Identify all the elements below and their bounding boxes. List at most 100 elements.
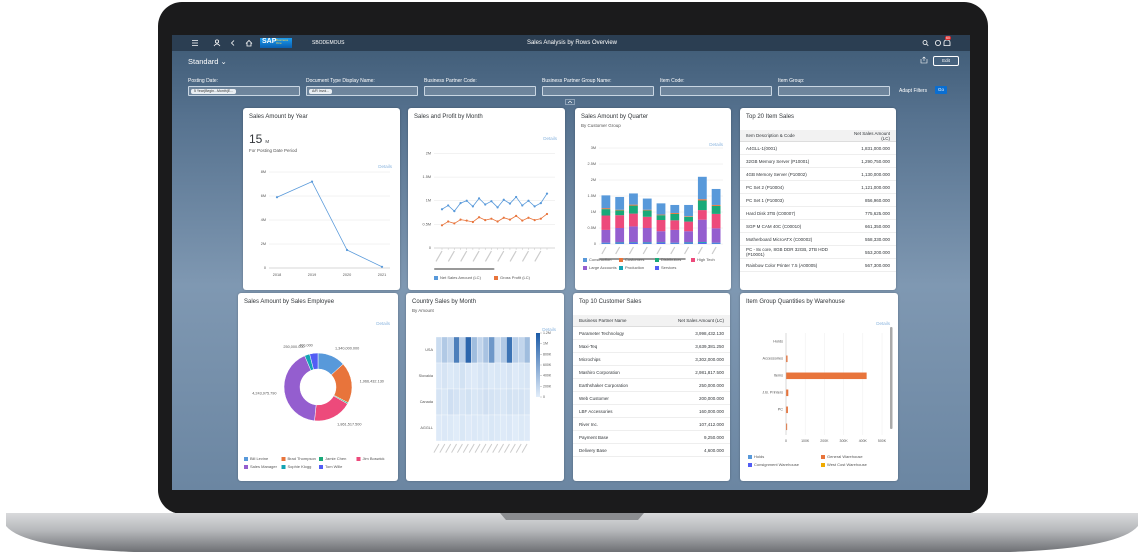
y-tick-label: 0.5M (588, 226, 596, 230)
legend-label: West Cost Warehouse (827, 462, 868, 467)
card[interactable]: Top 20 Item Sales Item Description & Code… (740, 108, 896, 290)
table-row[interactable]: Hard Disk 3TB (C00007) 775,625.000 (740, 206, 896, 220)
bar-segment (684, 243, 693, 244)
table-row[interactable]: PC Set 1 (P10003) 856,960.000 (740, 193, 896, 207)
bar-segment (629, 226, 638, 243)
bar-segment (711, 205, 721, 214)
x-label-stub (521, 443, 528, 453)
filter-token[interactable]: A/R Invoi... (309, 88, 333, 94)
table-row[interactable]: PC Set 2 (P10004) 1,121,000.000 (740, 180, 896, 194)
details-link[interactable]: Details (542, 327, 556, 332)
data-label: 400,000 (299, 343, 313, 347)
bar-segment (629, 193, 638, 205)
filter-input[interactable] (542, 86, 654, 96)
table-row[interactable]: LBF Accessories 160,000.000 (573, 404, 730, 418)
x-label-stub (497, 250, 505, 262)
bar-segment (656, 203, 666, 215)
table-row[interactable]: Earthshaker Corporation 250,000.000 (573, 378, 730, 392)
legend-label: Jamie Chen (325, 456, 346, 461)
table-row[interactable]: Rainbow Color Printer 7.5 (A00005) 567,30… (740, 258, 896, 272)
card[interactable]: Top 10 Customer Sales Business Partner Na… (573, 293, 730, 481)
filter-input[interactable]: 5 Year(Begin...Month(E... (188, 86, 300, 96)
point (539, 217, 542, 220)
table-cell: Parameter Technology (573, 326, 654, 340)
heat-cell (471, 336, 478, 364)
point (521, 204, 524, 207)
table-row[interactable]: A4GLL-1(0001) 1,831,000.000 (740, 141, 896, 155)
filter-label: Document Type Display Name: (306, 78, 375, 84)
variant-selector[interactable]: Standard ⌄ (188, 57, 227, 66)
legend-label: Sophie Klogg (288, 464, 312, 469)
point (545, 192, 549, 195)
heat-cell (500, 336, 507, 364)
filter-token[interactable]: 5 Year(Begin...Month(E... (191, 88, 237, 94)
table-row[interactable]: Payment Base 9,250.000 (573, 430, 730, 444)
y-tick-label: 4M (261, 218, 266, 222)
heat-cell (435, 414, 443, 442)
heat-cell (494, 362, 501, 390)
table-cell: Delivery Base (573, 443, 654, 457)
details-link[interactable]: Details (543, 136, 557, 141)
collapse-header[interactable] (565, 99, 575, 105)
legend-swatch (244, 457, 248, 461)
card[interactable]: Item Group Quantities by Warehouse Detail… (740, 293, 898, 481)
table-row[interactable]: River Inc. 107,412.000 (573, 417, 730, 431)
card-title: Item Group Quantities by Warehouse (746, 299, 845, 305)
table-cell: 558,330.000 (840, 232, 896, 246)
bar-segment (656, 243, 666, 244)
card[interactable]: Sales Amount by Year 15 M For Posting Date … (243, 108, 400, 290)
table-row[interactable]: PC - 8x core, 8GB DDR 32GB, 2TB HDD (P10… (740, 245, 896, 259)
scale-tick-label: 600K (543, 363, 552, 367)
bar-segment (615, 209, 625, 211)
card-subtitle: By Customer Group (581, 123, 621, 128)
table-cell: 1,130,000.000 (840, 167, 896, 181)
filter-input[interactable] (778, 86, 890, 96)
details-link[interactable]: Details (378, 164, 392, 169)
shell-icons[interactable] (186, 35, 272, 51)
heat-cell (441, 362, 448, 390)
scale-tick-label: 400K (543, 374, 552, 378)
details-link[interactable]: Details (709, 142, 723, 147)
bar-segment (670, 212, 680, 214)
details-link[interactable]: Details (376, 321, 390, 326)
filter-input[interactable] (660, 86, 772, 96)
bar-segment (642, 210, 652, 217)
card-title: Sales Amount by Sales Employee (244, 299, 335, 305)
card[interactable]: Sales and Profit by Month Details 0 0.5M 1M 1… (408, 108, 565, 290)
x-label-stub (480, 443, 487, 453)
point (471, 220, 474, 224)
table-row[interactable]: Delivery Base 4,600.000 (573, 443, 730, 457)
adapt-filters[interactable]: Adapt Filters (899, 88, 928, 94)
card[interactable]: Sales Amount by Quarter By Customer Group… (575, 108, 731, 290)
heat-cell (441, 414, 448, 442)
heat-cell (523, 336, 531, 364)
card[interactable]: Sales Amount by Sales Employee Details 1,3… (238, 293, 398, 481)
table-row[interactable]: Parameter Technology 3,998,432.130 (573, 326, 730, 340)
shell-actions[interactable] (920, 35, 960, 51)
table-row[interactable]: SGP M CAM 40C (C00010) 661,350.000 (740, 219, 896, 233)
go-button[interactable]: Go (935, 86, 947, 94)
table-row[interactable]: Maxi-Teq 3,639,381.250 (573, 339, 730, 353)
share-icon[interactable] (920, 56, 928, 64)
edit-button[interactable]: Edit (933, 56, 959, 66)
table-row[interactable]: Motherboard MicroATX (C00002) 558,330.000 (740, 232, 896, 246)
bar-segment (711, 242, 721, 244)
bar-segment (642, 243, 652, 244)
table-row[interactable]: Web Customer 200,000.000 (573, 391, 730, 405)
table-row[interactable]: Microchips 3,302,000.000 (573, 352, 730, 366)
bar-segment (601, 229, 611, 243)
bar-segment (670, 229, 680, 243)
card[interactable]: Country Sales by Month By Amount Details US… (406, 293, 564, 481)
details-link[interactable]: Details (876, 321, 890, 326)
table-row[interactable]: Mashiro Corporation 2,981,817.500 (573, 365, 730, 379)
filter-input[interactable] (424, 86, 536, 96)
table-row[interactable]: 4GB Memory Server (P10002) 1,130,000.000 (740, 167, 896, 181)
table-row[interactable]: 32GB Memory Server (P10001) 1,290,750.000 (740, 154, 896, 168)
heat-cell (482, 362, 490, 390)
bar-segment (642, 216, 652, 228)
filter-input[interactable]: A/R Invoi... (306, 86, 418, 96)
kpi-caption: For Posting Date Period (249, 148, 298, 153)
bar-segment (684, 242, 693, 244)
heat-cell (500, 388, 507, 416)
x-label-stub (439, 443, 446, 453)
